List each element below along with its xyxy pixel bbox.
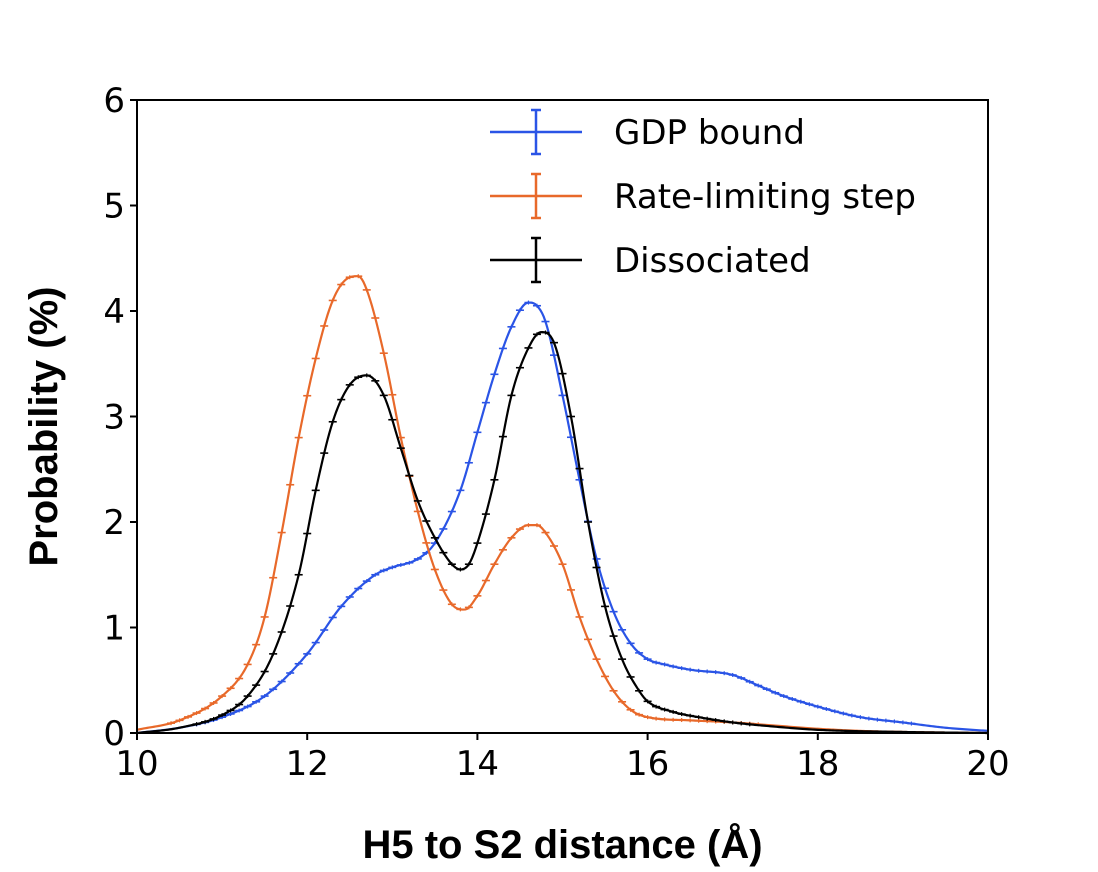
x-tick-label-4: 18 <box>796 744 839 784</box>
series-layer <box>136 274 989 735</box>
legend-marker-dissociated <box>490 236 582 284</box>
legend-marker-rate-limiting-step <box>490 172 582 220</box>
series-line-0 <box>136 301 989 735</box>
y-tick-label-3: 3 <box>103 398 125 438</box>
series-errorbars-0 <box>192 300 916 727</box>
series-errorbars-2 <box>192 330 754 727</box>
x-tick-label-1: 12 <box>286 744 329 784</box>
x-tick-label-2: 14 <box>456 744 499 784</box>
x-tick-label-0: 10 <box>115 744 158 784</box>
y-tick-label-1: 1 <box>103 609 125 649</box>
y-axis-label: Probability (%) <box>22 286 66 566</box>
series-0 <box>136 300 989 735</box>
legend-entry-dissociated: Dissociated <box>490 236 811 284</box>
legend-label-gdp-bound: GDP bound <box>614 113 805 153</box>
y-tick-label-2: 2 <box>103 503 125 543</box>
legend-label-dissociated: Dissociated <box>614 241 811 281</box>
y-tick-label-6: 6 <box>103 81 125 121</box>
y-tick-label-4: 4 <box>103 292 125 332</box>
y-tick-label-0: 0 <box>103 714 125 754</box>
legend-entry-gdp-bound: GDP bound <box>490 108 805 156</box>
legend-entry-rate-limiting-step: Rate-limiting step <box>490 172 916 220</box>
y-tick-label-5: 5 <box>103 187 125 227</box>
series-2 <box>136 330 989 735</box>
x-tick-label-3: 16 <box>626 744 669 784</box>
x-tick-label-5: 20 <box>966 744 1009 784</box>
series-line-1 <box>136 275 989 735</box>
legend-marker-gdp-bound <box>490 108 582 156</box>
series-errorbars-1 <box>167 274 763 727</box>
series-1 <box>136 274 989 735</box>
legend: GDP bound Rate-limiting step Dissociated <box>490 108 916 284</box>
legend-label-rate-limiting-step: Rate-limiting step <box>614 177 916 217</box>
x-axis-label: H5 to S2 distance (Å) <box>362 822 762 867</box>
